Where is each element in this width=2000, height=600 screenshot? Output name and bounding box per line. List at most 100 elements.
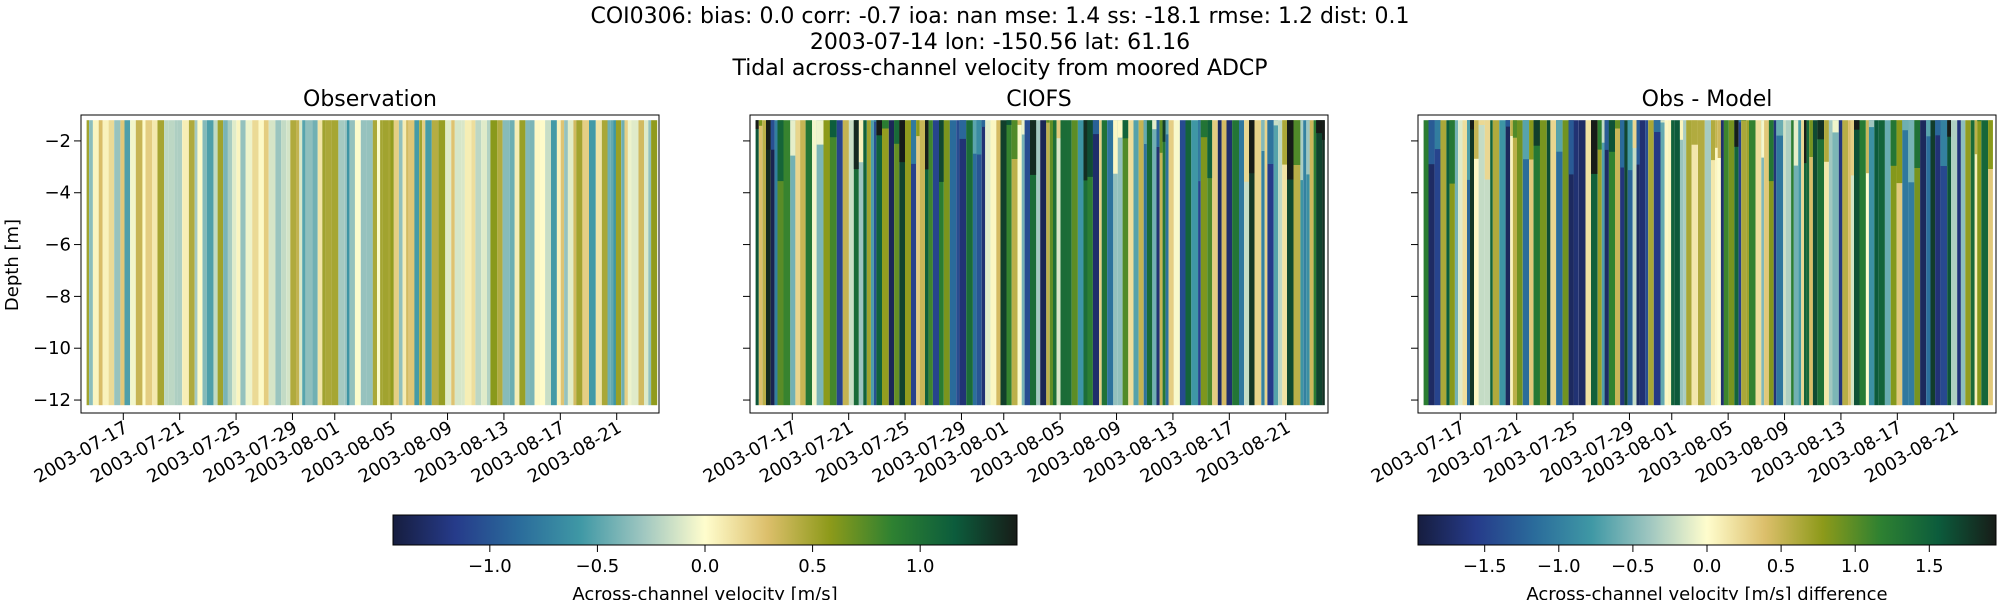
figure-title-line-3: Tidal across-channel velocity from moore… — [731, 56, 1267, 81]
heatmap-cell — [406, 120, 409, 406]
heatmap-cell — [490, 120, 498, 406]
heatmap-cell — [790, 120, 796, 406]
heatmap-cell — [540, 120, 545, 406]
heatmap-cell — [755, 120, 759, 129]
colorbar-tick-label: 1.5 — [1915, 556, 1944, 577]
heatmap-cell — [1021, 120, 1025, 406]
heatmap-cell — [595, 120, 602, 406]
heatmap-cell — [98, 120, 103, 406]
colorbar-tick-label: 1.0 — [1841, 556, 1870, 577]
heatmap-cell — [899, 120, 905, 163]
heatmap-cell — [145, 120, 153, 406]
heatmap-cell — [758, 120, 763, 126]
heatmap-cell — [102, 120, 109, 406]
heatmap-cell — [1798, 120, 1802, 406]
heatmap-cell — [1624, 120, 1628, 406]
heatmap-cell — [1244, 120, 1250, 406]
heatmap-cell — [1793, 120, 1799, 406]
heatmap-cell — [227, 120, 233, 406]
heatmap-cell — [1484, 120, 1491, 406]
heatmap-cell — [1024, 120, 1030, 406]
heatmap-cell — [1056, 120, 1061, 406]
heatmap-cell — [1914, 120, 1921, 168]
heatmap-cell — [1316, 120, 1323, 406]
heatmap-cell — [1011, 120, 1018, 406]
figure-title-line-2: 2003-07-14 lon: -150.56 lat: 61.16 — [810, 30, 1190, 55]
heatmap-cell — [1474, 120, 1479, 406]
heatmap-cell — [1249, 120, 1255, 406]
heatmap-cell — [1287, 120, 1294, 180]
heatmap-cell — [1087, 120, 1093, 177]
plot-frame — [1417, 114, 1997, 414]
heatmap-cell — [1162, 120, 1166, 406]
heatmap-cell — [551, 120, 557, 406]
heatmap-cell — [1303, 120, 1307, 406]
heatmap-cell — [985, 120, 991, 406]
heatmap-cell — [1239, 120, 1245, 406]
heatmap-cell — [1686, 120, 1692, 406]
heatmap-cell — [1660, 120, 1665, 406]
heatmap-cell — [1768, 120, 1774, 182]
heatmap-cell — [624, 120, 628, 406]
heatmap-cell — [530, 120, 535, 406]
heatmap-cell — [905, 120, 911, 406]
heatmap-cell — [377, 120, 380, 406]
heatmap-cell — [894, 120, 900, 406]
heatmap-cell — [1152, 120, 1157, 406]
heatmap-cell — [1143, 120, 1147, 406]
ciofs-panel: CIOFS2003-07-172003-07-212003-07-252003-… — [700, 87, 1329, 488]
heatmap-cell — [1529, 120, 1534, 406]
heatmap-cell — [1746, 120, 1749, 406]
heatmap-cell — [232, 120, 237, 406]
heatmap-cell — [525, 120, 531, 406]
heatmap-cell — [939, 120, 944, 406]
heatmap-cell — [959, 120, 967, 139]
heatmap-cell — [471, 120, 476, 406]
heatmap-cell — [1597, 120, 1602, 150]
heatmap-cell — [1636, 120, 1640, 165]
heatmap-cell — [213, 120, 218, 406]
heatmap-cell — [1254, 120, 1262, 406]
heatmap-cell — [1768, 120, 1774, 406]
heatmap-cell — [911, 120, 917, 406]
heatmap-cell — [1556, 120, 1563, 152]
heatmap-cell — [275, 120, 282, 406]
heatmap-cell — [1434, 120, 1441, 150]
heatmap-cell — [1198, 120, 1201, 182]
heatmap-cell — [1890, 120, 1897, 166]
heatmap-cell — [464, 120, 472, 406]
heatmap-cell — [1974, 120, 1978, 155]
heatmap-cell — [1597, 120, 1602, 406]
heatmap-cell — [894, 120, 900, 144]
heatmap-cell — [124, 120, 131, 406]
heatmap-cell — [157, 120, 165, 406]
heatmap-cell — [305, 120, 313, 406]
heatmap-cell — [1200, 120, 1208, 406]
heatmap-cell — [497, 120, 503, 406]
heatmap-cell — [1974, 120, 1978, 406]
heatmap-cell — [1632, 120, 1637, 406]
heatmap-cell — [774, 120, 778, 406]
heatmap-cell — [777, 120, 784, 406]
heatmap-cell — [1884, 120, 1891, 406]
heatmap-cell — [1173, 120, 1180, 406]
heatmap-cell — [152, 120, 158, 406]
heatmap-cell — [360, 120, 367, 406]
heatmap-cell — [1440, 120, 1447, 406]
heatmap-cell — [925, 120, 929, 406]
heatmap-cell — [1300, 120, 1304, 181]
heatmap-cell — [1717, 120, 1721, 406]
heatmap-cell — [1040, 120, 1047, 406]
obs-minus-model-panel: Obs - Model2003-07-172003-07-212003-07-2… — [1368, 87, 1997, 488]
heatmap-cell — [1653, 120, 1661, 406]
heatmap-cell — [1960, 120, 1966, 406]
heatmap-cell — [188, 120, 195, 406]
heatmap-cell — [168, 120, 175, 406]
heatmap-cell — [916, 120, 920, 406]
heatmap-cell — [1868, 120, 1875, 128]
heatmap-cell — [1608, 120, 1615, 152]
heatmap-cell — [866, 120, 871, 406]
heatmap-cell — [1935, 120, 1941, 136]
heatmap-cell — [1101, 120, 1107, 406]
heatmap-cell — [1434, 120, 1441, 406]
